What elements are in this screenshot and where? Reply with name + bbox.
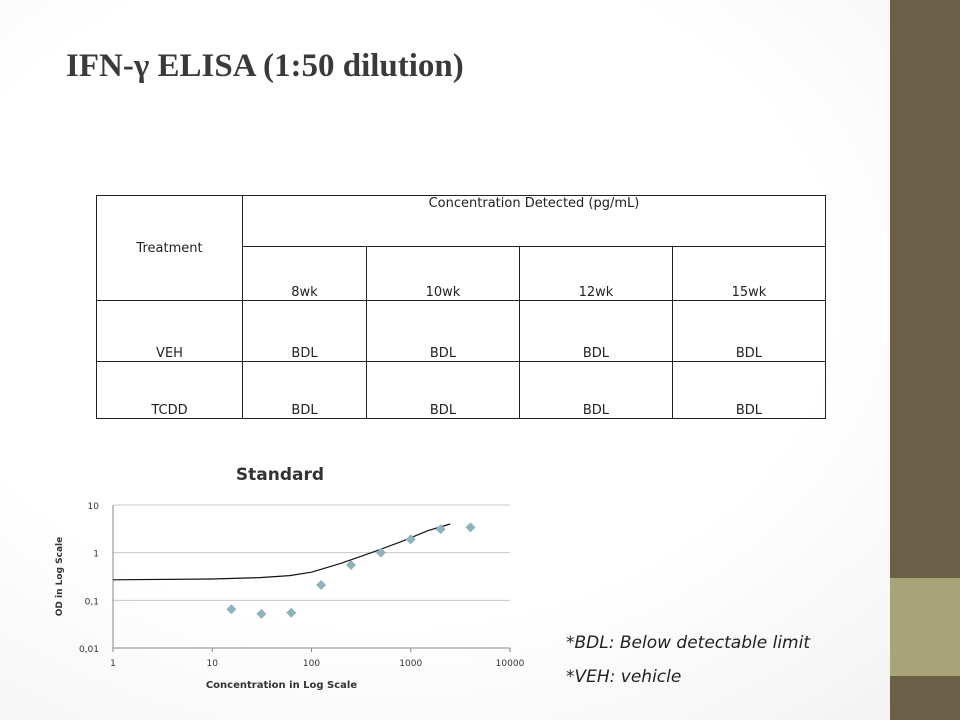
- trendline: [112, 523, 451, 581]
- timepoint-header: 10wk: [366, 246, 520, 301]
- x-tick-label: 10000: [496, 659, 525, 669]
- table-row: VEH BDL BDL BDL BDL: [96, 300, 827, 362]
- value-cell: BDL: [366, 361, 520, 419]
- concentration-header: Concentration Detected (pg/mL): [242, 195, 826, 247]
- x-tick-label: 100: [303, 659, 320, 669]
- results-table: Treatment Concentration Detected (pg/mL)…: [96, 195, 827, 419]
- data-point: [345, 560, 356, 571]
- value-cell: BDL: [518, 300, 673, 362]
- value-cell: BDL: [366, 300, 520, 362]
- value-cell: BDL: [671, 361, 827, 419]
- data-point: [405, 534, 416, 545]
- x-tick-label: 10: [207, 659, 219, 669]
- y-tick-label: 10: [88, 502, 100, 512]
- data-point: [316, 579, 327, 590]
- value-cell: BDL: [671, 300, 827, 362]
- data-point: [256, 608, 267, 619]
- x-tick-label: 1: [110, 659, 116, 669]
- timepoint-header: 15wk: [671, 246, 827, 301]
- footnote-bdl: *BDL: Below detectable limit: [566, 633, 810, 653]
- chart-title: Standard: [236, 465, 324, 485]
- treatment-header: Treatment: [96, 195, 243, 301]
- data-point: [435, 524, 446, 535]
- treatment-cell: VEH: [96, 300, 243, 362]
- data-point: [226, 604, 237, 615]
- footnotes: *BDL: Below detectable limit *VEH: vehic…: [566, 626, 810, 694]
- decorative-sidebar-accent: [890, 578, 960, 676]
- footnote-veh: *VEH: vehicle: [566, 667, 682, 687]
- timepoint-header: 12wk: [518, 246, 673, 301]
- y-tick-label: 0,01: [79, 645, 99, 655]
- data-point: [375, 547, 386, 558]
- value-cell: BDL: [241, 361, 368, 419]
- data-point: [286, 607, 297, 618]
- data-point: [465, 522, 476, 533]
- value-cell: BDL: [518, 361, 673, 419]
- x-tick-label: 1000: [399, 659, 422, 669]
- y-axis-label: OD in Log Scale: [55, 537, 65, 616]
- chart-svg: Standard 0,01 0,1 1 10 1 10 100 1000 10000 Concent…: [55, 465, 525, 691]
- y-tick-label: 0,1: [85, 597, 99, 607]
- treatment-header-label: Treatment: [136, 240, 203, 256]
- table-header-row: Treatment Concentration Detected (pg/mL): [96, 195, 826, 301]
- value-cell: BDL: [241, 300, 368, 362]
- y-tick-label: 1: [93, 550, 99, 560]
- table-subheader-row: 8wk 10wk 12wk 15wk: [97, 246, 827, 301]
- standard-curve-chart: Standard 0,01 0,1 1 10 1 10 100 1000 10000 Concent…: [40, 456, 540, 706]
- table-row: TCDD BDL BDL BDL BDL: [96, 361, 827, 419]
- treatment-cell: TCDD: [96, 361, 243, 419]
- timepoint-header: 8wk: [241, 246, 368, 301]
- x-axis-label: Concentration in Log Scale: [206, 680, 358, 691]
- slide-title: IFN-γ ELISA (1:50 dilution): [66, 48, 464, 84]
